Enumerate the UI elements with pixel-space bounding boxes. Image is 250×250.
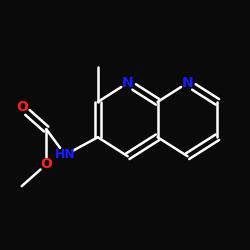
Text: N: N xyxy=(182,76,193,90)
Text: HN: HN xyxy=(55,148,76,162)
Text: N: N xyxy=(122,76,134,90)
Text: O: O xyxy=(16,100,28,114)
Text: O: O xyxy=(40,158,52,172)
